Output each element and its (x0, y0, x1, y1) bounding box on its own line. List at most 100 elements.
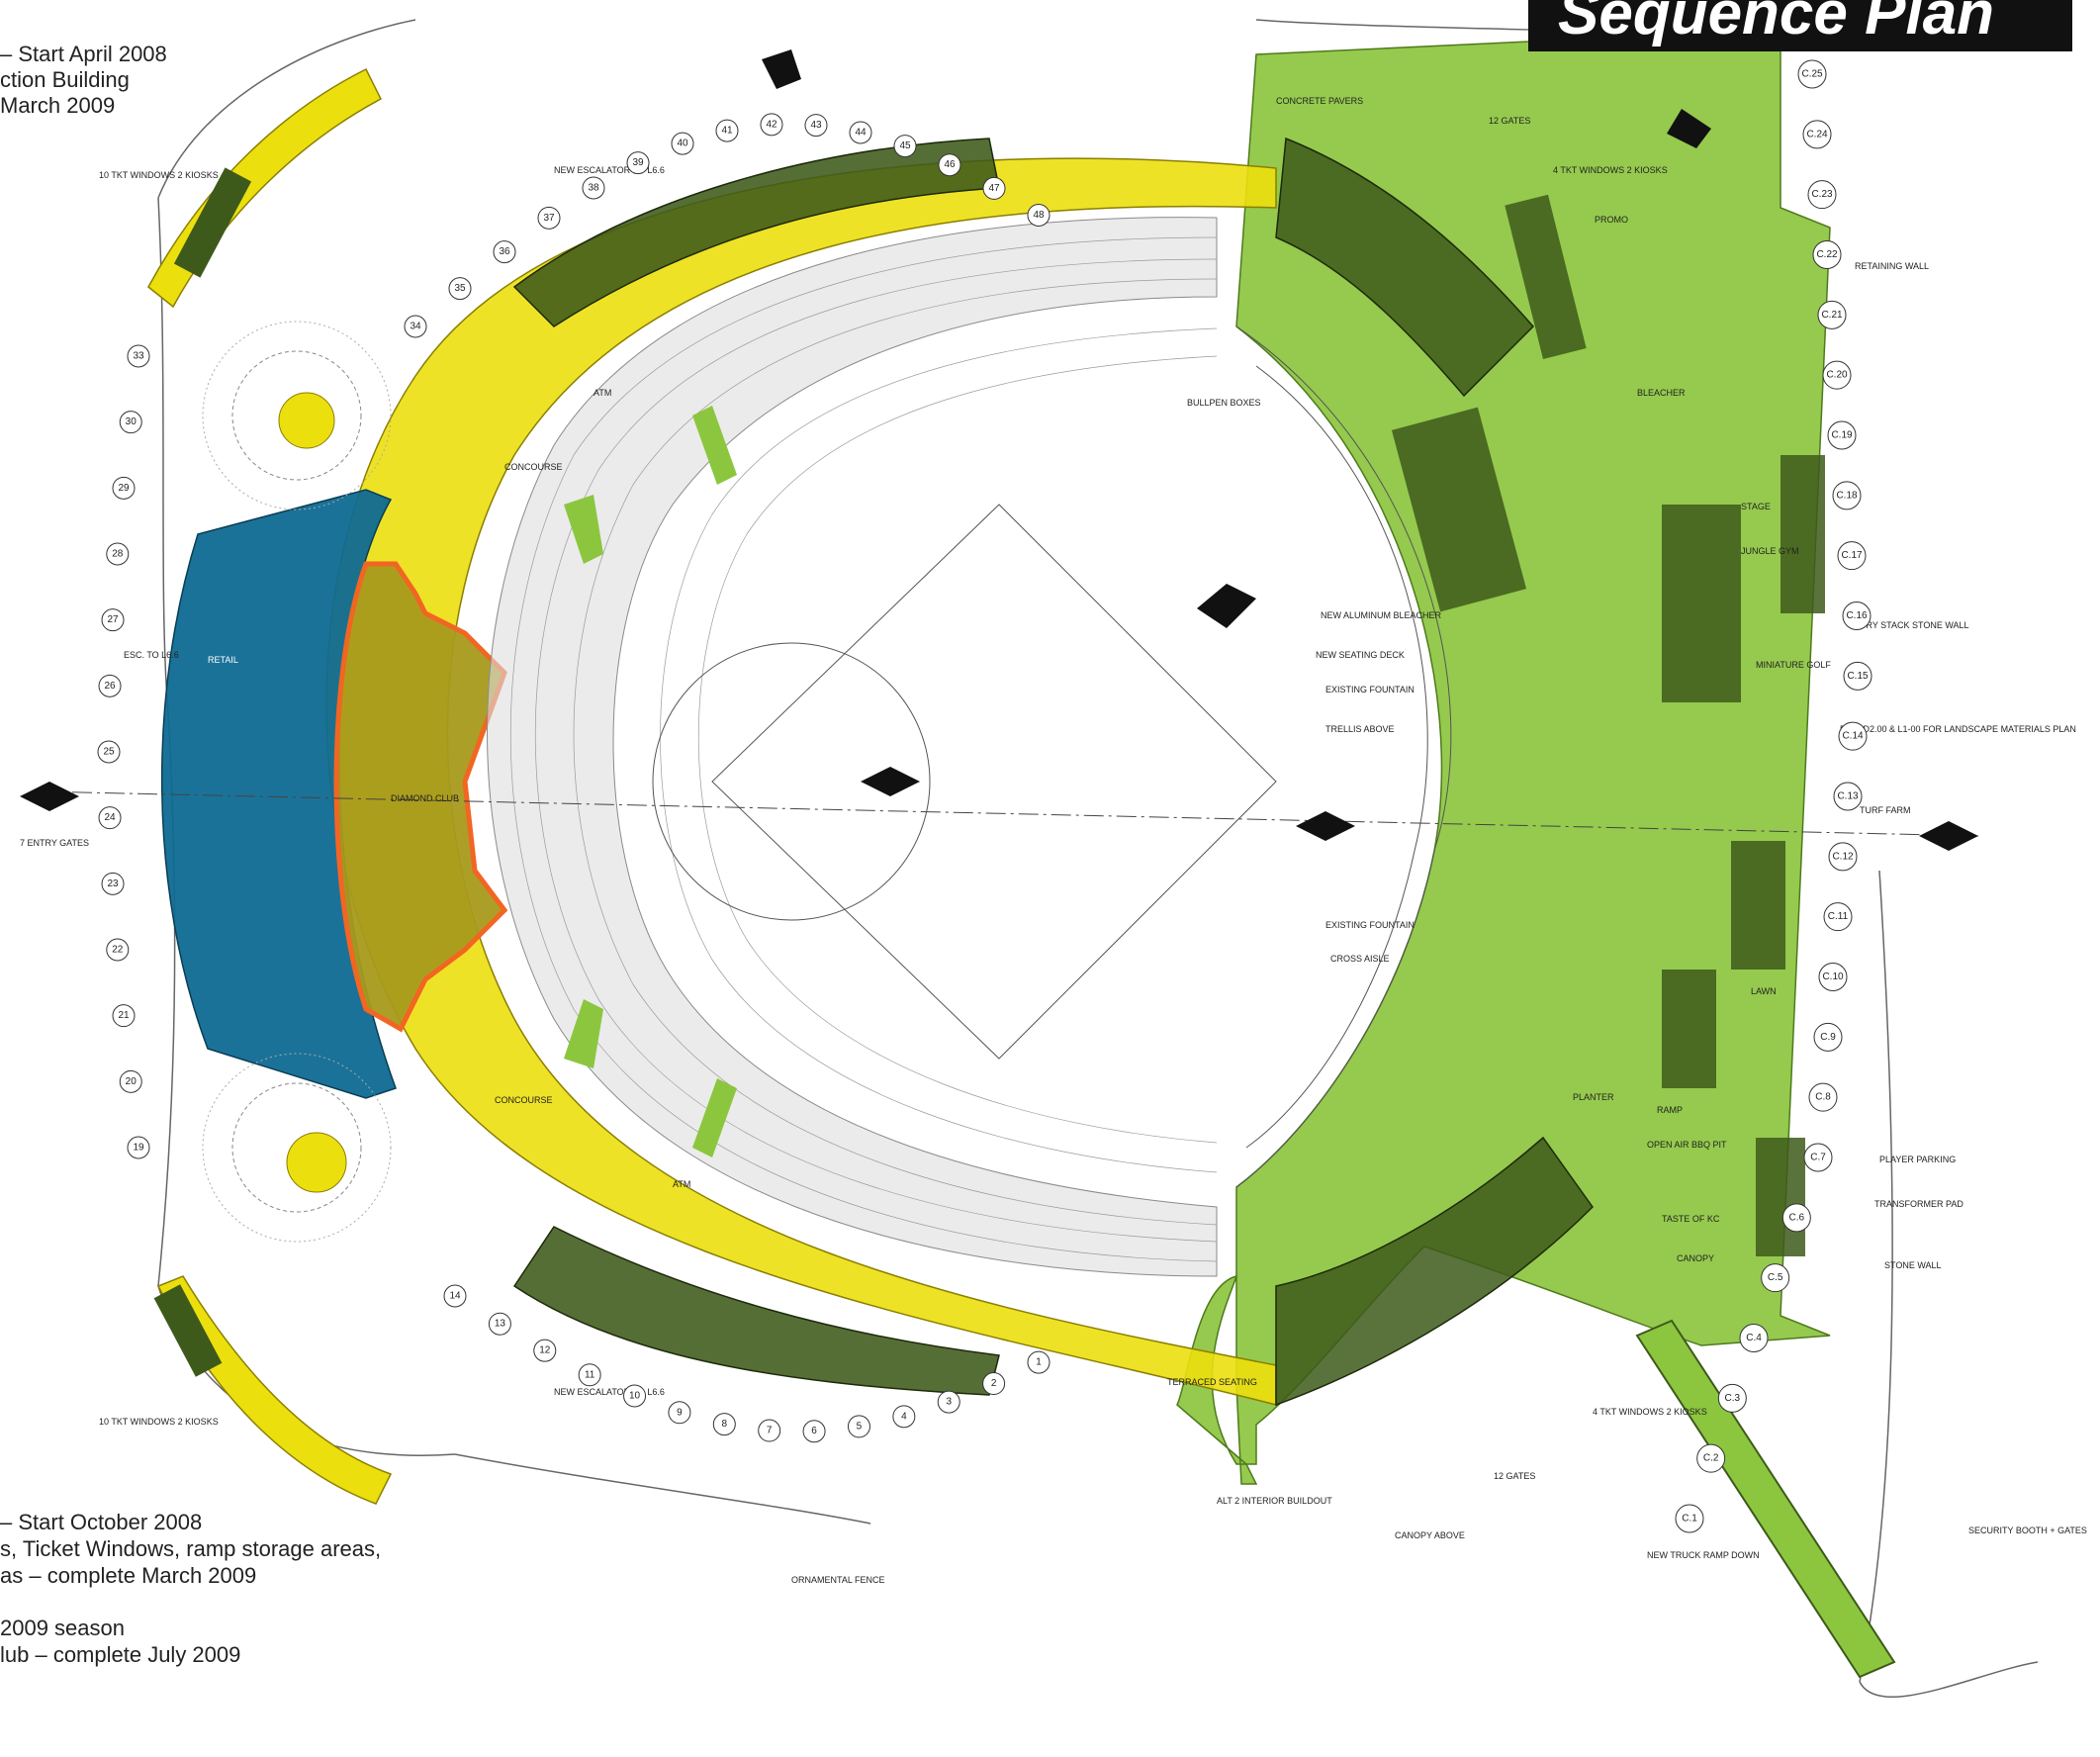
miniature-golf-label: MINIATURE GOLF (1756, 660, 1831, 670)
atm-label-bottom: ATM (673, 1179, 690, 1189)
outfield-dark-block-2 (1662, 505, 1741, 702)
legend-phase2-line2: s, Ticket Windows, ramp storage areas, (0, 1536, 382, 1561)
svg-text:26: 26 (104, 681, 116, 692)
gridline-bubble-9: 9 (668, 1401, 691, 1425)
svg-text:1: 1 (1036, 1357, 1042, 1368)
gridline-bubble-13: 13 (488, 1312, 511, 1336)
svg-text:C.21: C.21 (1821, 310, 1843, 321)
ticket-strip-bottom-dark (153, 1284, 223, 1377)
outfield-building-bottom (1275, 1136, 1594, 1407)
legend-phase3-line2: lub – complete July 2009 (0, 1642, 241, 1667)
svg-text:21: 21 (118, 1010, 130, 1021)
planter-label: PLANTER (1573, 1092, 1614, 1102)
gridline-bubble-1: 1 (1027, 1350, 1050, 1374)
atm-label-top: ATM (593, 388, 611, 398)
gridline-bubble-27: 27 (101, 608, 125, 632)
svg-text:29: 29 (118, 483, 130, 494)
svg-text:C.1: C.1 (1682, 1514, 1697, 1525)
svg-text:C.9: C.9 (1820, 1032, 1836, 1043)
gridline-bubble-c-6: C.6 (1781, 1203, 1811, 1233)
ticket-strip-bottom (156, 1275, 393, 1505)
ticket-strip-top (147, 67, 382, 309)
svg-text:9: 9 (677, 1407, 683, 1418)
gridline-bubble-c-3: C.3 (1717, 1383, 1747, 1413)
svg-text:C.18: C.18 (1836, 490, 1858, 501)
gridline-bubble-42: 42 (760, 113, 783, 137)
outfield-dark-block-1 (1391, 407, 1527, 612)
security-booth-label: SECURITY BOOTH + GATES (1968, 1526, 2087, 1535)
svg-text:40: 40 (677, 139, 688, 149)
gridline-bubble-36: 36 (493, 240, 516, 264)
gridline-bubble-23: 23 (101, 872, 125, 895)
bbq-pit-label: OPEN AIR BBQ PIT (1647, 1140, 1727, 1150)
svg-text:C.11: C.11 (1828, 911, 1849, 922)
gridline-bubble-39: 39 (626, 151, 650, 175)
svg-text:C.2: C.2 (1703, 1453, 1719, 1464)
gridline-bubble-46: 46 (938, 153, 961, 177)
gridline-bubble-7: 7 (758, 1419, 781, 1442)
legend-phase1-line1: – Start April 2008 (0, 42, 167, 66)
gridline-bubble-c-12: C.12 (1828, 842, 1858, 872)
bullpen-label: BULLPEN BOXES (1187, 398, 1261, 408)
alt2-label: ALT 2 INTERIOR BUILDOUT (1217, 1496, 1332, 1506)
title-banner (1528, 0, 2072, 51)
ten-tkt-label-bottom: 10 TKT WINDOWS 2 KIOSKS (99, 1417, 219, 1427)
gridline-bubble-c-13: C.13 (1833, 782, 1863, 811)
gridline-bubble-c-17: C.17 (1837, 541, 1867, 571)
svg-text:44: 44 (855, 127, 867, 138)
legend-phase2-line1: – Start October 2008 (0, 1510, 203, 1534)
svg-text:46: 46 (944, 159, 956, 170)
outfield-building-top (1275, 137, 1535, 398)
dry-stack-label: DRY STACK STONE WALL (1860, 620, 1969, 630)
svg-text:2: 2 (991, 1378, 997, 1389)
svg-text:25: 25 (103, 747, 115, 758)
twelve-gates-top: 12 GATES (1489, 116, 1530, 126)
gridline-bubble-19: 19 (127, 1136, 150, 1159)
gridline-bubble-38: 38 (582, 176, 605, 200)
twelve-gates-bottom: 12 GATES (1494, 1471, 1535, 1481)
gridline-bubble-40: 40 (671, 132, 694, 155)
gridline-bubble-22: 22 (106, 938, 130, 962)
gridline-bubble-c-2: C.2 (1696, 1443, 1726, 1473)
svg-text:19: 19 (133, 1143, 144, 1154)
svg-text:C.3: C.3 (1725, 1393, 1741, 1404)
landscape-note: RE: SD2.00 & L1-00 FOR LANDSCAPE MATERIA… (1840, 724, 2076, 734)
gridline-bubble-c-20: C.20 (1822, 360, 1852, 390)
svg-text:C.19: C.19 (1831, 430, 1853, 441)
svg-text:5: 5 (857, 1421, 863, 1432)
seating-bowl (487, 217, 1218, 1277)
gridline-bubble-6: 6 (802, 1420, 826, 1443)
transformer-label: TRANSFORMER PAD (1874, 1199, 1963, 1209)
gridline-bubble-c-1: C.1 (1675, 1504, 1704, 1533)
diamond-club (333, 561, 508, 1033)
svg-text:C.23: C.23 (1811, 189, 1833, 200)
svg-text:38: 38 (588, 182, 599, 193)
stage-label: STAGE (1741, 502, 1771, 511)
outfield-dark-block-7 (1505, 194, 1587, 359)
existing-fountain-top: EXISTING FOUNTAIN (1325, 685, 1415, 694)
svg-text:37: 37 (543, 213, 555, 224)
outfield-dark-block-3 (1780, 455, 1825, 613)
outfield-dark-block-5 (1662, 970, 1716, 1088)
svg-text:13: 13 (495, 1319, 506, 1330)
stone-wall-label: STONE WALL (1884, 1260, 1942, 1270)
svg-text:C.10: C.10 (1822, 971, 1844, 982)
svg-text:C.14: C.14 (1842, 731, 1864, 742)
gridline-bubble-c-25: C.25 (1797, 59, 1827, 89)
svg-text:41: 41 (721, 126, 733, 137)
gridline-bubble-33: 33 (127, 344, 150, 368)
cross-aisle-label: CROSS AISLE (1330, 954, 1390, 964)
escalator-label-top: NEW ESCALATOR TO L6.6 (554, 165, 665, 175)
gridline-bubble-37: 37 (537, 206, 561, 230)
trellis-label: TRELLIS ABOVE (1325, 724, 1395, 734)
svg-text:20: 20 (126, 1076, 137, 1087)
svg-text:30: 30 (126, 416, 137, 427)
svg-text:42: 42 (766, 119, 777, 130)
ramp-label: RAMP (1657, 1105, 1683, 1115)
jungle-gym-label: JUNGLE GYM (1741, 546, 1799, 556)
aisle-wedge-4 (692, 1078, 737, 1157)
gridline-bubble-12: 12 (533, 1339, 557, 1362)
gridline-bubble-8: 8 (712, 1413, 736, 1436)
gridline-bubble-c-8: C.8 (1808, 1082, 1838, 1112)
outfield-dark-block-6 (1756, 1138, 1805, 1256)
